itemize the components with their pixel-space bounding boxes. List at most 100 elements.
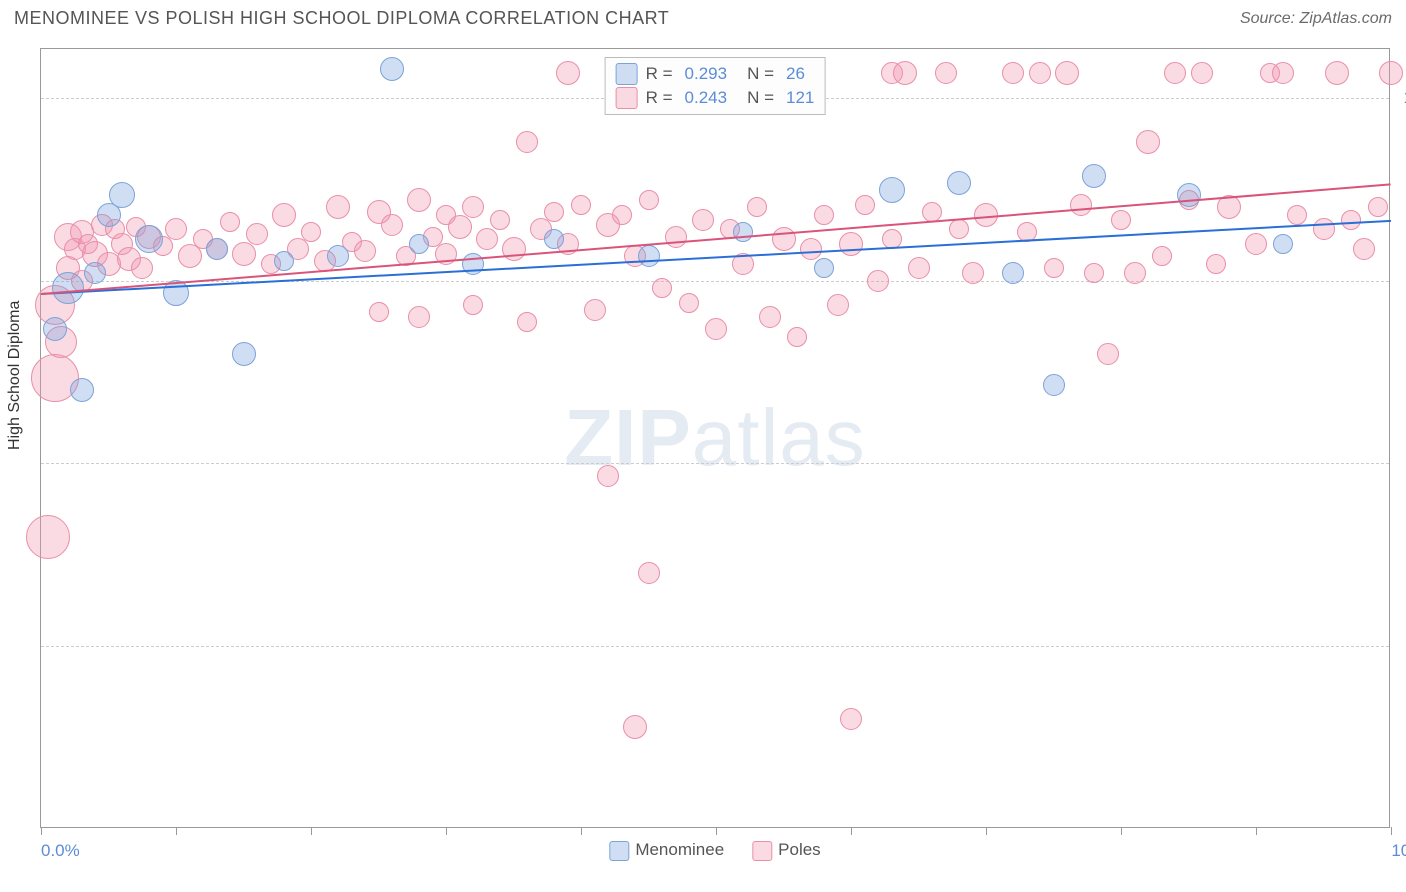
data-point (1055, 61, 1079, 85)
data-point (840, 708, 862, 730)
data-point (1353, 238, 1375, 260)
n-value: 26 (786, 64, 805, 84)
data-point (1043, 374, 1065, 396)
chart-title: MENOMINEE VS POLISH HIGH SCHOOL DIPLOMA … (14, 8, 669, 29)
data-point (679, 293, 699, 313)
data-point (705, 318, 727, 340)
x-tick (851, 827, 852, 835)
data-point (1164, 62, 1186, 84)
x-tick (581, 827, 582, 835)
data-point (879, 177, 905, 203)
data-point (1002, 262, 1024, 284)
data-point (733, 222, 753, 242)
x-tick (176, 827, 177, 835)
data-point (1136, 130, 1160, 154)
data-point (131, 257, 153, 279)
data-point (759, 306, 781, 328)
n-label: N = (747, 88, 774, 108)
y-axis-label: High School Diploma (6, 301, 24, 450)
data-point (1287, 205, 1307, 225)
n-label: N = (747, 64, 774, 84)
data-point (947, 171, 971, 195)
x-tick (716, 827, 717, 835)
data-point (962, 262, 984, 284)
data-point (409, 234, 429, 254)
data-point (326, 195, 350, 219)
data-point (1273, 234, 1293, 254)
data-point (1313, 218, 1335, 240)
data-point (1029, 62, 1051, 84)
data-point (26, 515, 70, 559)
legend-item: Poles (752, 840, 821, 861)
data-point (1152, 246, 1172, 266)
data-point (612, 205, 632, 225)
y-tick-label: 77.5% (1397, 636, 1406, 656)
data-point (43, 317, 67, 341)
data-point (827, 294, 849, 316)
data-point (639, 190, 659, 210)
legend-swatch (616, 63, 638, 85)
x-tick (311, 827, 312, 835)
data-point (839, 232, 863, 256)
data-point (408, 306, 430, 328)
data-point (1177, 183, 1201, 207)
data-point (490, 210, 510, 230)
data-point (462, 196, 484, 218)
scatter-chart: ZIPatlas 77.5%85.0%92.5%100.0%0.0%100.0%… (40, 48, 1390, 828)
x-tick (41, 827, 42, 835)
data-point (949, 219, 969, 239)
data-point (1368, 197, 1388, 217)
data-point (517, 312, 537, 332)
series-name: Menominee (635, 840, 724, 859)
data-point (1002, 62, 1024, 84)
data-point (1070, 194, 1092, 216)
data-point (1111, 210, 1131, 230)
data-point (407, 188, 431, 212)
data-point (772, 227, 796, 251)
legend-swatch (752, 841, 772, 861)
data-point (665, 226, 687, 248)
series-legend: Menominee Poles (609, 840, 820, 861)
data-point (1124, 262, 1146, 284)
x-tick (446, 827, 447, 835)
x-tick (1256, 827, 1257, 835)
data-point (935, 62, 957, 84)
data-point (448, 215, 472, 239)
data-point (135, 225, 163, 253)
data-point (246, 223, 268, 245)
data-point (1084, 263, 1104, 283)
data-point (354, 240, 376, 262)
y-tick-label: 100.0% (1397, 88, 1406, 108)
data-point (1191, 62, 1213, 84)
data-point (381, 214, 403, 236)
data-point (1325, 61, 1349, 85)
gridline (41, 463, 1389, 464)
data-point (1082, 164, 1106, 188)
data-point (1379, 61, 1403, 85)
legend-swatch (616, 87, 638, 109)
data-point (476, 228, 498, 250)
data-point (544, 229, 564, 249)
data-point (638, 245, 660, 267)
data-point (584, 299, 606, 321)
data-point (556, 61, 580, 85)
data-point (1044, 258, 1064, 278)
data-point (220, 212, 240, 232)
data-point (52, 272, 84, 304)
y-tick-label: 85.0% (1397, 453, 1406, 473)
data-point (1245, 233, 1267, 255)
x-tick (1391, 827, 1392, 835)
data-point (623, 715, 647, 739)
correlation-legend: R =0.293N =26R =0.243N =121 (605, 57, 826, 115)
x-min-label: 0.0% (41, 841, 80, 861)
x-max-label: 100.0% (1391, 841, 1406, 861)
data-point (1097, 343, 1119, 365)
data-point (1206, 254, 1226, 274)
data-point (206, 238, 228, 260)
data-point (652, 278, 672, 298)
n-value: 121 (786, 88, 814, 108)
series-name: Poles (778, 840, 821, 859)
data-point (232, 342, 256, 366)
r-value: 0.243 (685, 88, 728, 108)
data-point (571, 195, 591, 215)
